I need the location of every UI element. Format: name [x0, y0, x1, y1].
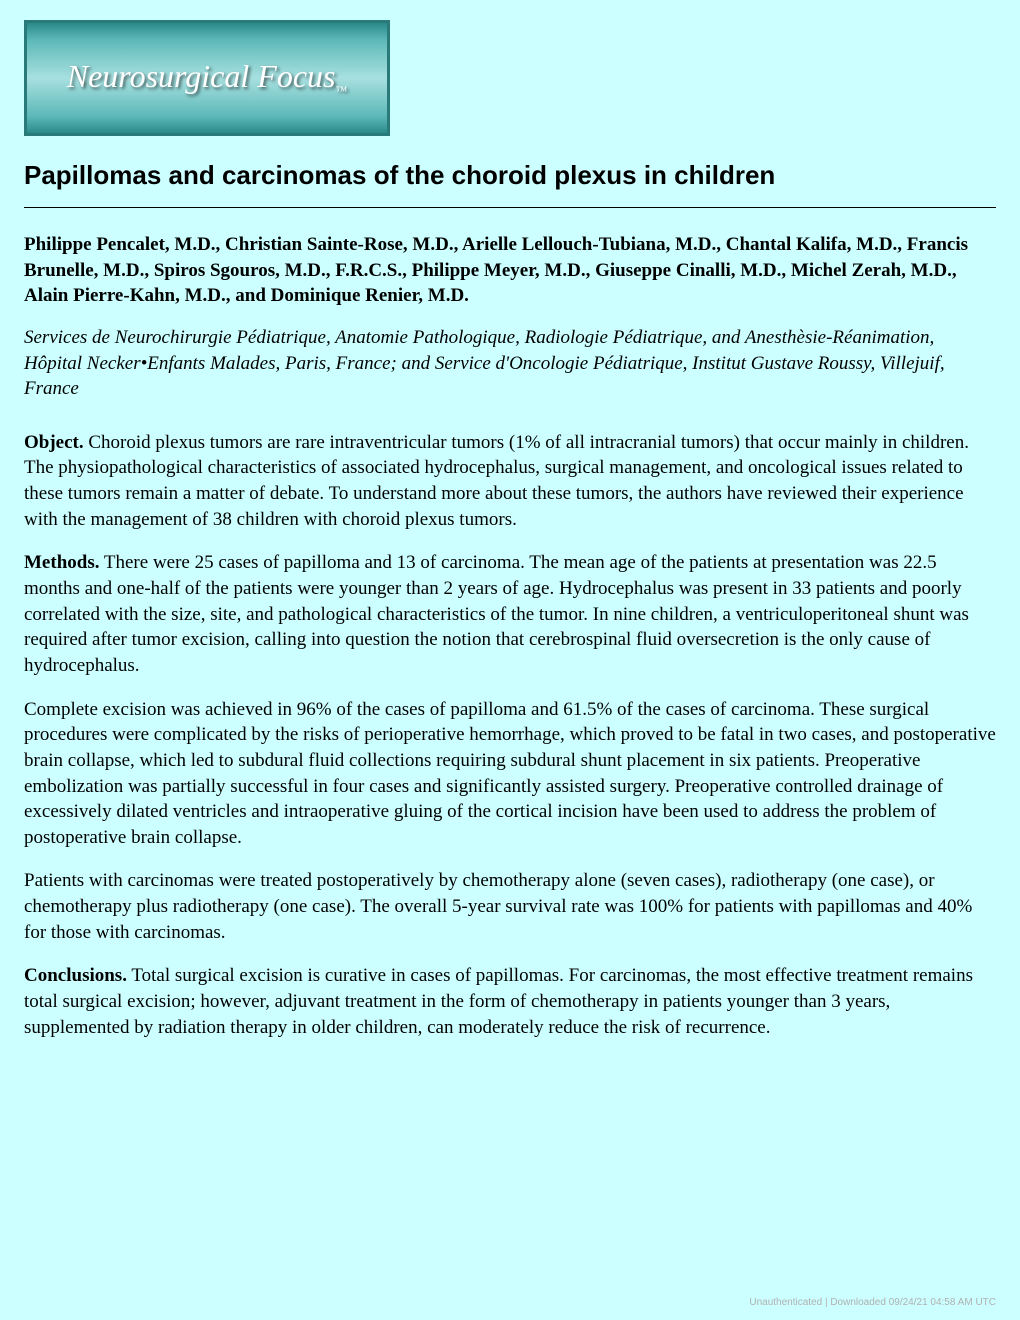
journal-logo: Neurosurgical Focus™ — [24, 20, 390, 136]
journal-logo-text: Neurosurgical Focus™ — [67, 58, 347, 98]
title-divider — [24, 207, 996, 208]
logo-name: Neurosurgical Focus — [67, 58, 336, 94]
conclusions-text: Total surgical excision is curative in c… — [24, 965, 973, 1037]
article-title: Papillomas and carcinomas of the choroid… — [24, 160, 996, 191]
methods-label: Methods. — [24, 552, 99, 573]
abstract-conclusions: Conclusions. Total surgical excision is … — [24, 963, 996, 1040]
trademark-symbol: ™ — [335, 83, 347, 97]
authors-list: Philippe Pencalet, M.D., Christian Saint… — [24, 232, 996, 309]
abstract-methods-para2: Complete excision was achieved in 96% of… — [24, 697, 996, 851]
abstract-methods-para3: Patients with carcinomas were treated po… — [24, 868, 996, 945]
object-label: Object. — [24, 432, 84, 453]
object-text: Choroid plexus tumors are rare intravent… — [24, 432, 969, 530]
methods-text: There were 25 cases of papilloma and 13 … — [24, 552, 969, 676]
abstract-methods: Methods. There were 25 cases of papillom… — [24, 550, 996, 678]
footer-text: Unauthenticated | Downloaded 09/24/21 04… — [749, 1297, 996, 1308]
affiliations: Services de Neurochirurgie Pédiatrique, … — [24, 325, 996, 402]
conclusions-label: Conclusions. — [24, 965, 127, 986]
abstract-object: Object. Choroid plexus tumors are rare i… — [24, 430, 996, 533]
